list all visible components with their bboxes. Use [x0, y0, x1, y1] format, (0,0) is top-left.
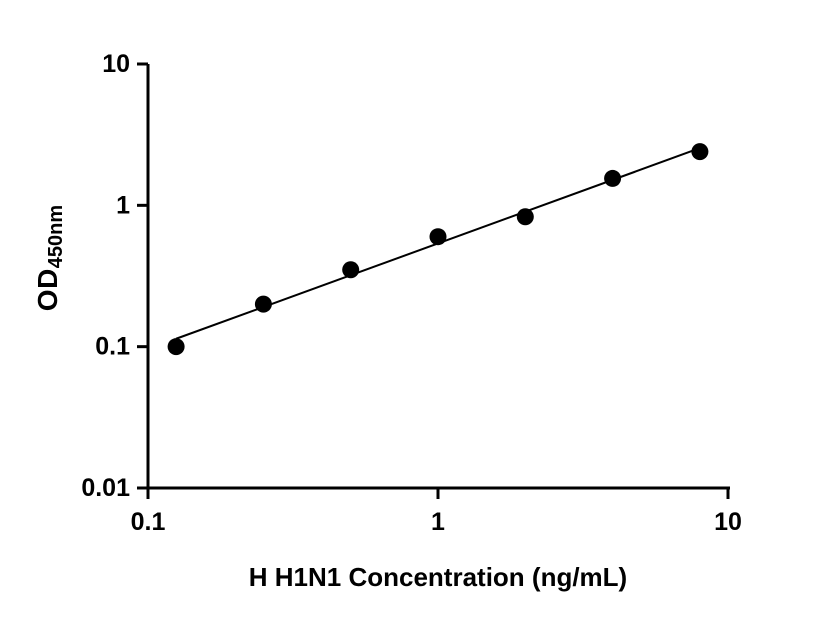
data-point: [167, 338, 185, 356]
axes-frame: [146, 64, 730, 490]
data-point: [516, 208, 534, 226]
x-tick-label: 10: [714, 508, 742, 536]
y-axis-title-main: OD: [32, 268, 63, 312]
x-axis-title: H H1N1 Concentration (ng/mL): [248, 562, 628, 592]
y-tick-label: 0.1: [95, 333, 130, 361]
data-point: [342, 261, 360, 279]
data-point: [254, 295, 272, 313]
data-point: [429, 228, 447, 246]
y-axis-title-subscript: 450nm: [45, 204, 67, 269]
y-tick-label: 0.01: [81, 474, 130, 502]
data-point: [691, 143, 709, 161]
data-point: [604, 169, 622, 187]
y-axis-title: OD450nm: [32, 204, 67, 312]
y-tick-label: 10: [102, 50, 130, 78]
x-tick-label: 1: [431, 508, 445, 536]
x-tick-label: 0.1: [131, 508, 166, 536]
y-tick-label: 1: [116, 191, 130, 219]
